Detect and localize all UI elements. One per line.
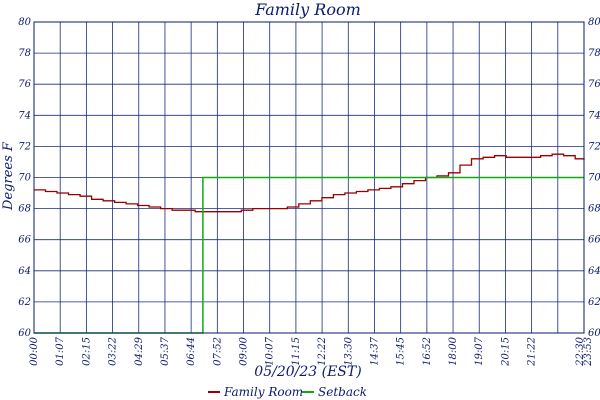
x-tick-label: 04:29 xyxy=(134,336,145,365)
x-tick-label: 00:00 xyxy=(29,336,40,365)
chart-title: Family Room xyxy=(254,0,361,19)
x-tick-label: 15:45 xyxy=(396,337,407,366)
x-tick-label: 19:07 xyxy=(474,336,485,365)
y-tick-label-right: 70 xyxy=(588,173,600,184)
series-layer xyxy=(34,153,585,334)
y-tick-label-left: 68 xyxy=(18,204,31,215)
y-tick-label-left: 60 xyxy=(18,328,31,339)
x-tick-label: 21:22 xyxy=(527,337,538,367)
y-tick-label-right: 66 xyxy=(588,235,600,246)
x-tick-label: 22:30 xyxy=(575,336,586,366)
legend-label: Family Room xyxy=(223,385,303,399)
y-tick-label-left: 72 xyxy=(18,141,31,152)
x-tick-label: 14:37 xyxy=(369,336,380,365)
y-tick-label-right: 80 xyxy=(588,17,600,28)
x-tick-label: 07:52 xyxy=(212,337,223,366)
y-tick-label-left: 62 xyxy=(18,297,31,308)
x-tick-label: 23:53 xyxy=(583,337,594,367)
y-tick-label-left: 78 xyxy=(18,48,31,59)
y-tick-label-left: 64 xyxy=(18,266,31,277)
plot-border xyxy=(33,21,585,334)
x-tick-label: 03:22 xyxy=(108,337,119,366)
x-tick-label: 10:07 xyxy=(265,336,276,365)
y-tick-label-right: 72 xyxy=(588,141,600,152)
series-line-setback xyxy=(34,176,584,334)
x-tick-label: 11:15 xyxy=(291,337,302,366)
x-tick-label: 13:30 xyxy=(343,336,354,365)
x-tick-label: 18:00 xyxy=(448,336,459,365)
y-tick-label-left: 66 xyxy=(18,235,31,246)
series-line-family-room xyxy=(34,153,585,213)
y-tick-label-left: 80 xyxy=(18,17,31,28)
y-tick-label-right: 76 xyxy=(588,79,600,90)
y-axis-label: Degrees F xyxy=(1,141,16,211)
x-tick-labels: 00:00 01:07 02:15 03:22 04:29 05:37 06:44 07:52… xyxy=(29,336,594,366)
legend-label: Setback xyxy=(318,385,367,399)
x-tick-label: 16:52 xyxy=(422,337,433,366)
left-tick-labels: 60 62 64 66 68 70 72 74 76 78 80 xyxy=(18,17,31,339)
y-tick-label-right: 60 xyxy=(588,328,600,339)
x-tick-label: 01:07 xyxy=(55,336,66,365)
x-tick-label: 12:22 xyxy=(317,337,328,366)
right-tick-labels: 60 62 64 66 68 70 72 74 76 78 80 xyxy=(588,17,600,339)
x-tick-label: 06:44 xyxy=(186,337,197,366)
x-tick-label: 09:00 xyxy=(239,336,250,365)
x-tick-label: 02:15 xyxy=(81,337,92,366)
y-tick-label-right: 68 xyxy=(588,204,600,215)
y-tick-label-left: 74 xyxy=(18,110,31,121)
x-tick-label: 20:15 xyxy=(500,337,511,367)
x-axis-label: 05/20/23 (EST) xyxy=(254,364,361,380)
x-tick-label: 05:37 xyxy=(160,336,171,365)
y-tick-label-left: 70 xyxy=(18,173,31,184)
y-tick-label-right: 64 xyxy=(588,266,600,277)
y-tick-label-right: 78 xyxy=(588,48,600,59)
y-tick-label-left: 76 xyxy=(18,79,31,90)
y-tick-label-right: 74 xyxy=(588,110,600,121)
y-tick-label-right: 62 xyxy=(588,297,600,308)
legend: Family Room Setback xyxy=(208,385,367,399)
